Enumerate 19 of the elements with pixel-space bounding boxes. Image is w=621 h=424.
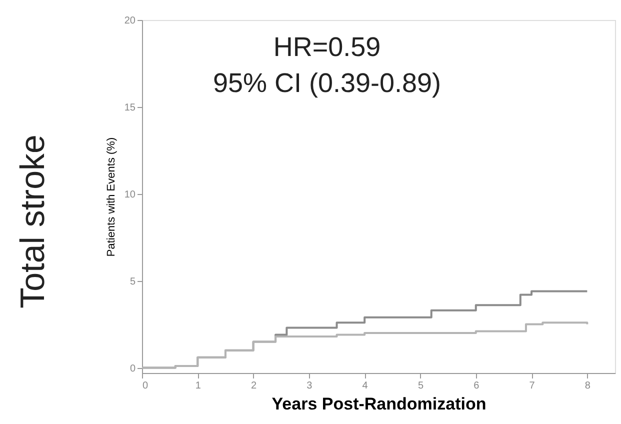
y-tick-label: 20 [124,16,136,26]
x-tick-label: 3 [306,380,313,392]
annotation: HR=0.59 [273,32,381,62]
x-tick-label: 0 [142,380,148,392]
y-tick-label: 5 [130,276,136,288]
x-tick-label: 7 [529,380,536,392]
x-tick-label: 4 [362,380,368,392]
x-tick-label: 1 [195,380,202,392]
x-tick-label: 2 [251,380,258,392]
annotation: 95% CI (0.39-0.89) [212,68,442,98]
x-tick-label: 8 [584,380,591,392]
y-tick-label: 0 [130,363,136,374]
y-tick-label: 10 [124,189,136,200]
y-axis-title: Patients with Events (%) [105,137,118,257]
y-tick-label: 15 [124,102,136,114]
text: Total stroke [14,134,52,308]
x-tick-label: 5 [418,380,424,392]
x-axis-title: Years Post-Randomization [272,394,486,414]
x-tick-label: 6 [474,380,480,392]
